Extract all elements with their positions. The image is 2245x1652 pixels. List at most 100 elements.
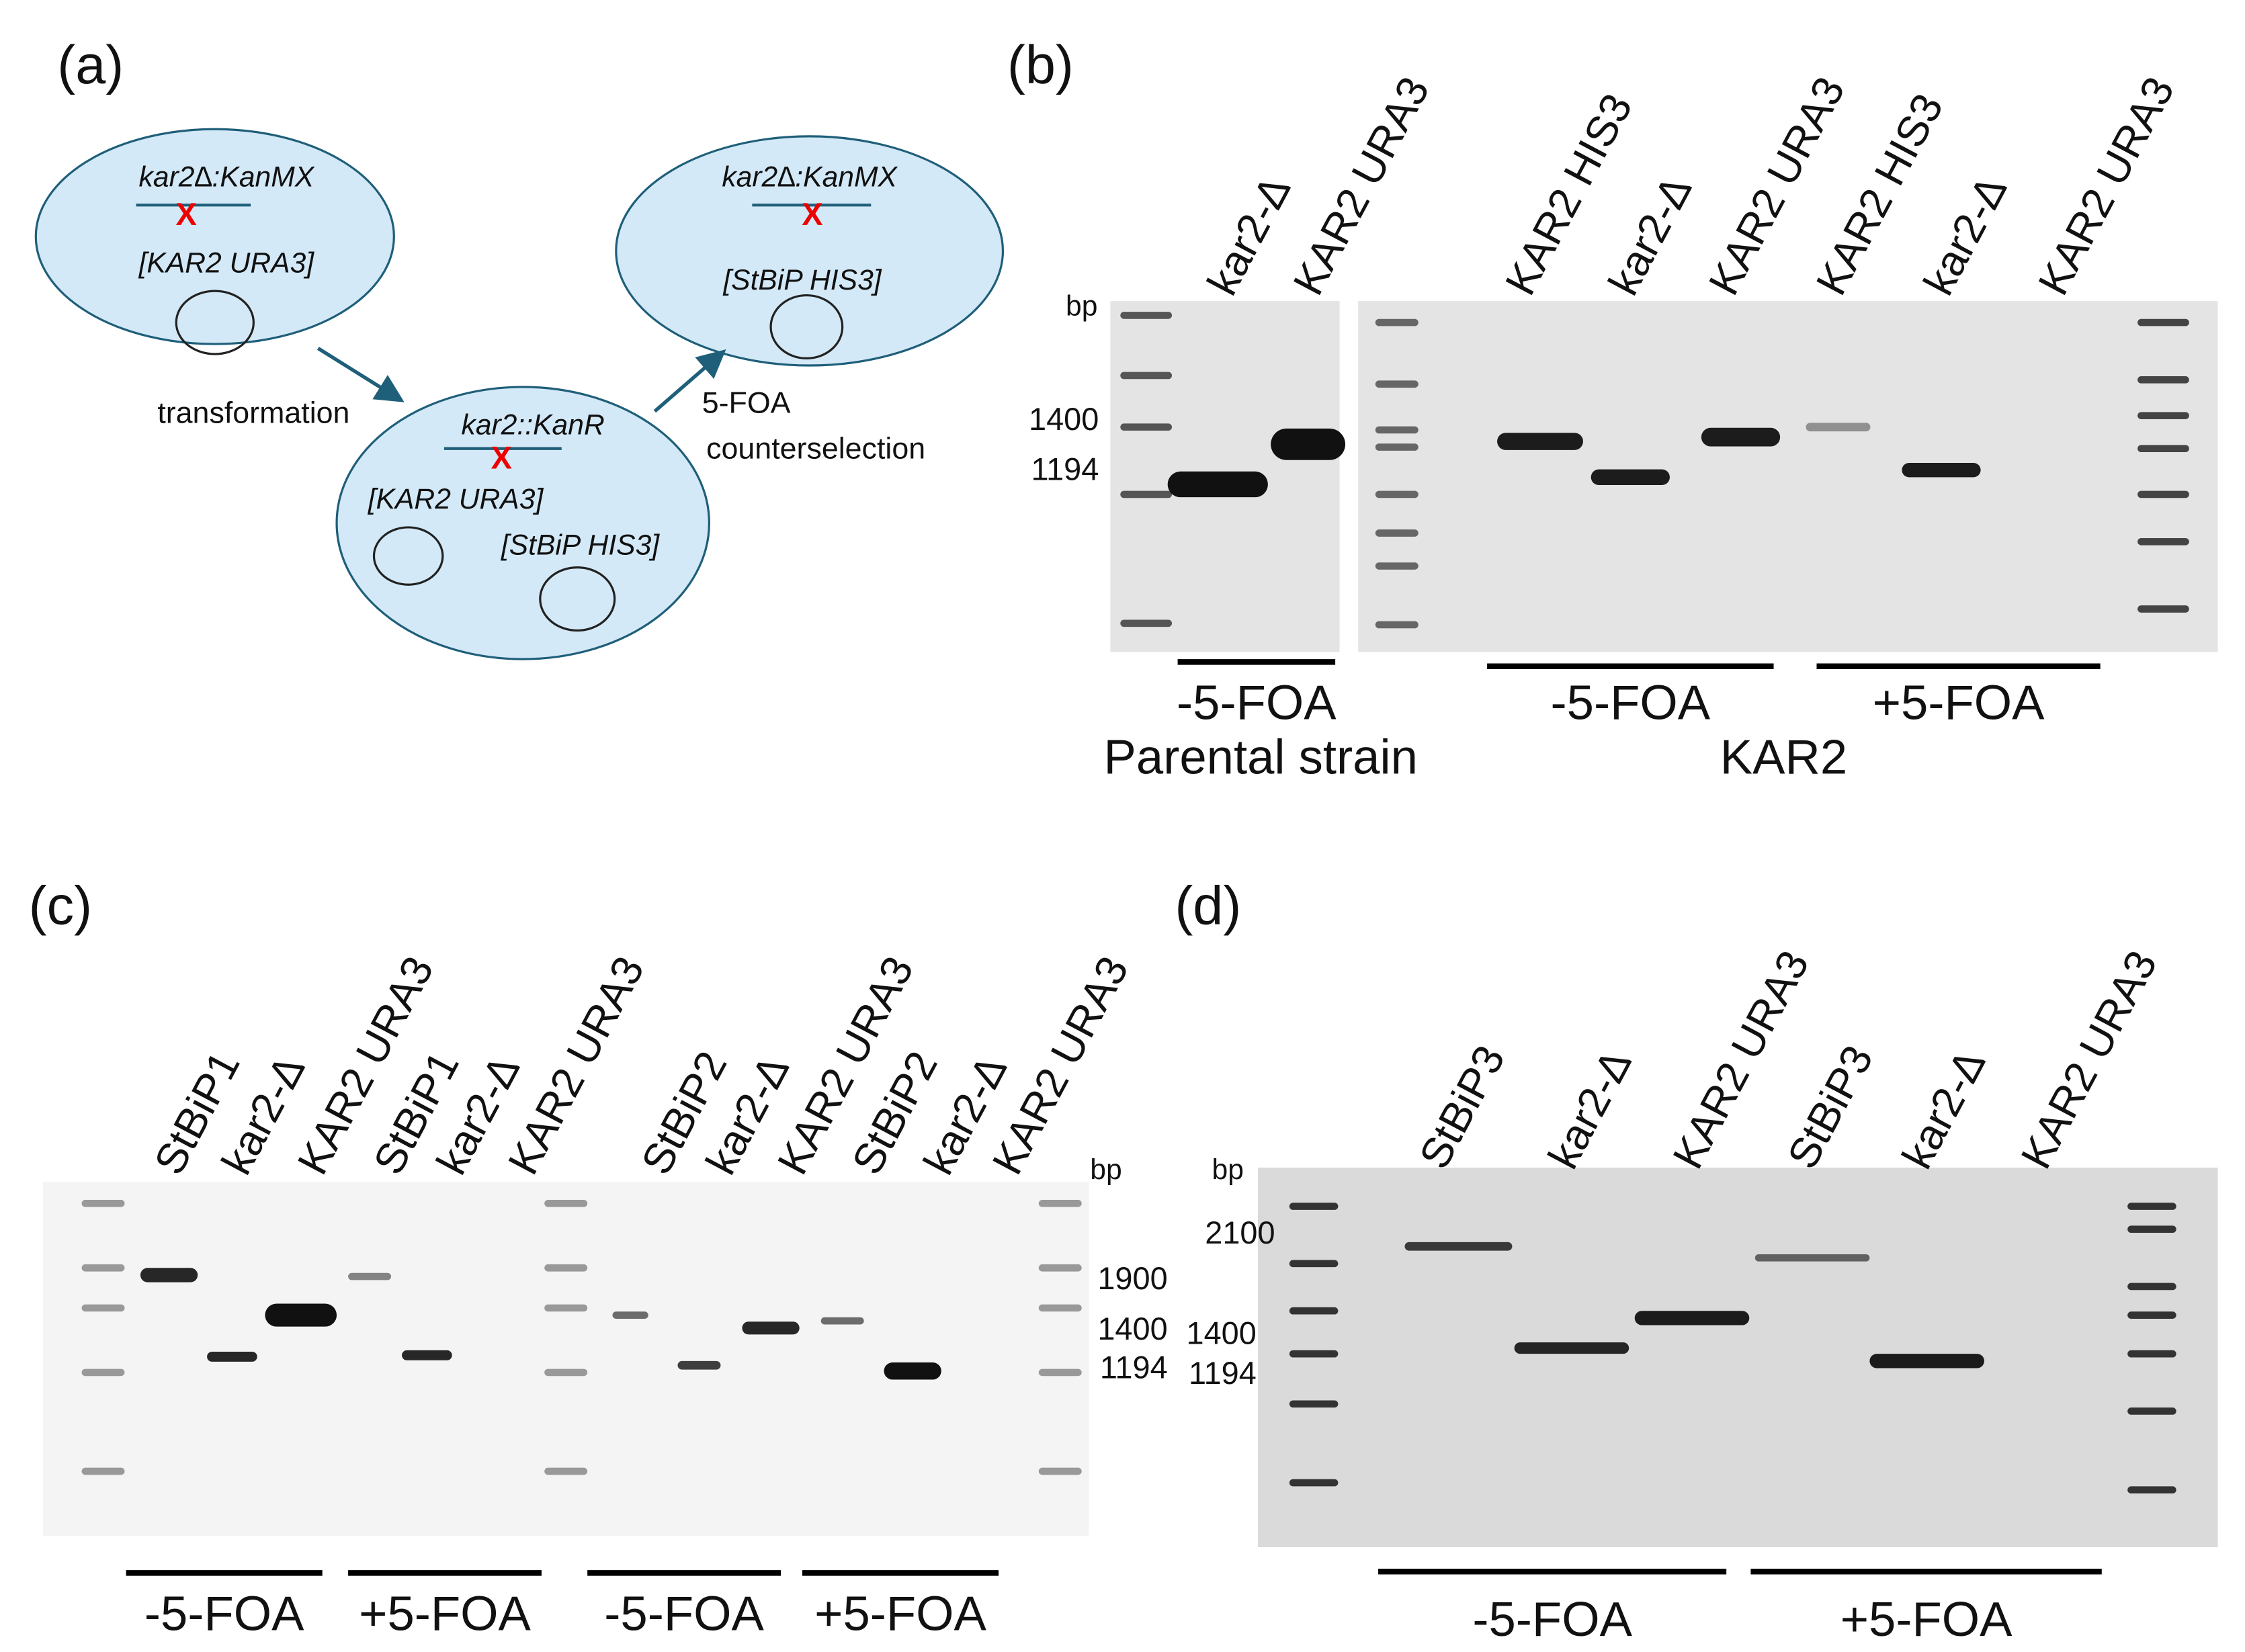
ladder-band — [1120, 312, 1173, 319]
ladder-band — [2127, 1407, 2176, 1415]
ladder-band — [81, 1264, 125, 1272]
ladder-band — [2127, 1225, 2176, 1233]
band — [820, 1317, 864, 1325]
group-label: +5-FOA — [359, 1587, 531, 1641]
ladder-band — [2137, 605, 2189, 613]
unit-label: bp — [1066, 290, 1097, 322]
band — [1591, 469, 1670, 486]
ladder-band — [1038, 1264, 1082, 1272]
group-label: +5-FOA — [814, 1587, 986, 1641]
band — [1404, 1242, 1513, 1251]
gel — [1257, 1168, 2218, 1548]
ladder-band — [2137, 318, 2189, 327]
ladder-band — [1120, 372, 1173, 380]
ladder-band — [2127, 1311, 2176, 1319]
band — [1514, 1342, 1629, 1354]
ladder-band — [2127, 1350, 2176, 1358]
marker-label: 1400 — [1187, 1315, 1257, 1350]
band — [1902, 463, 1981, 478]
group-label: +5-FOA — [1873, 676, 2045, 730]
marker-label: 1194 — [1031, 452, 1099, 487]
band — [1869, 1354, 1984, 1368]
ladder-band — [1375, 490, 1418, 498]
marker-label: 1900 — [1097, 1261, 1167, 1296]
band — [1754, 1254, 1870, 1262]
ladder-band — [2127, 1486, 2176, 1494]
genotype: kar2::KanR — [462, 408, 605, 441]
subtitle: KAR2 — [1720, 730, 1847, 785]
ladder-band — [1120, 490, 1173, 498]
band — [1701, 427, 1781, 447]
ladder-band — [1038, 1368, 1082, 1377]
ladder-band — [1289, 1350, 1339, 1358]
marker-label: 1194 — [1189, 1356, 1257, 1391]
ladder-band — [2137, 490, 2189, 498]
band — [348, 1272, 392, 1280]
group-label: -5-FOA — [1472, 1592, 1632, 1647]
ladder-band — [2137, 412, 2189, 419]
band — [612, 1311, 648, 1319]
svg-text:X: X — [491, 441, 512, 476]
marker-label: 2100 — [1205, 1215, 1275, 1250]
ladder-band — [1375, 562, 1418, 570]
ladder-band — [2137, 445, 2189, 453]
ladder-band — [81, 1467, 125, 1475]
ladder-band — [1375, 621, 1418, 629]
ladder-band — [544, 1264, 588, 1272]
step-label: 5-FOA — [702, 386, 791, 419]
unit-label: bp — [1212, 1154, 1243, 1186]
panel-label: (c) — [29, 876, 92, 937]
band — [677, 1360, 721, 1370]
band — [1497, 433, 1583, 450]
ladder-band — [1038, 1199, 1082, 1207]
ladder-band — [2127, 1203, 2176, 1210]
group-label: -5-FOA — [144, 1587, 304, 1641]
gel — [1358, 301, 2218, 652]
ladder-band — [1289, 1479, 1339, 1487]
plasmid: [StBiP HIS3] — [722, 264, 882, 296]
ladder-band — [544, 1368, 588, 1377]
genotype: kar2∆:KanMX — [722, 161, 898, 193]
band — [884, 1362, 941, 1380]
ladder-band — [2137, 537, 2189, 546]
band — [207, 1351, 257, 1362]
panel-label: (b) — [1007, 35, 1074, 95]
ladder-band — [544, 1199, 588, 1207]
band — [1271, 428, 1346, 460]
band — [265, 1303, 337, 1327]
ladder-band — [81, 1368, 125, 1377]
band — [1167, 471, 1268, 498]
ladder-band — [1375, 529, 1418, 537]
panel-label: (d) — [1175, 876, 1241, 937]
marker-label: 1194 — [1100, 1350, 1168, 1385]
ladder-band — [81, 1199, 125, 1207]
ladder-band — [2137, 376, 2189, 384]
ladder-band — [1375, 318, 1418, 327]
group-label: +5-FOA — [1840, 1592, 2013, 1647]
panel-label: (a) — [57, 35, 124, 95]
marker-label: 1400 — [1097, 1311, 1167, 1346]
svg-text:X: X — [176, 197, 197, 232]
ladder-band — [1375, 426, 1418, 434]
ladder-band — [1375, 380, 1418, 388]
unit-label: bp — [1090, 1154, 1121, 1186]
ladder-band — [1120, 619, 1173, 627]
band — [1806, 423, 1871, 432]
genotype: kar2∆:KanMX — [139, 161, 315, 193]
group-label: -5-FOA — [1177, 676, 1337, 730]
ladder-band — [1289, 1307, 1339, 1315]
band — [140, 1268, 198, 1283]
ladder-band — [1120, 423, 1173, 431]
panel-a-shapes — [34, 128, 1005, 660]
group-label: -5-FOA — [1551, 676, 1711, 730]
plasmid: [StBiP HIS3] — [501, 529, 660, 561]
gel — [42, 1182, 1089, 1536]
plasmid: [KAR2 URA3] — [368, 483, 544, 515]
svg-text:X: X — [802, 197, 822, 232]
plasmid: [KAR2 URA3] — [138, 247, 315, 279]
subtitle: Parental strain — [1104, 730, 1418, 785]
step-label: counterselection — [706, 432, 925, 466]
deletion-marks: X X X — [176, 197, 823, 475]
